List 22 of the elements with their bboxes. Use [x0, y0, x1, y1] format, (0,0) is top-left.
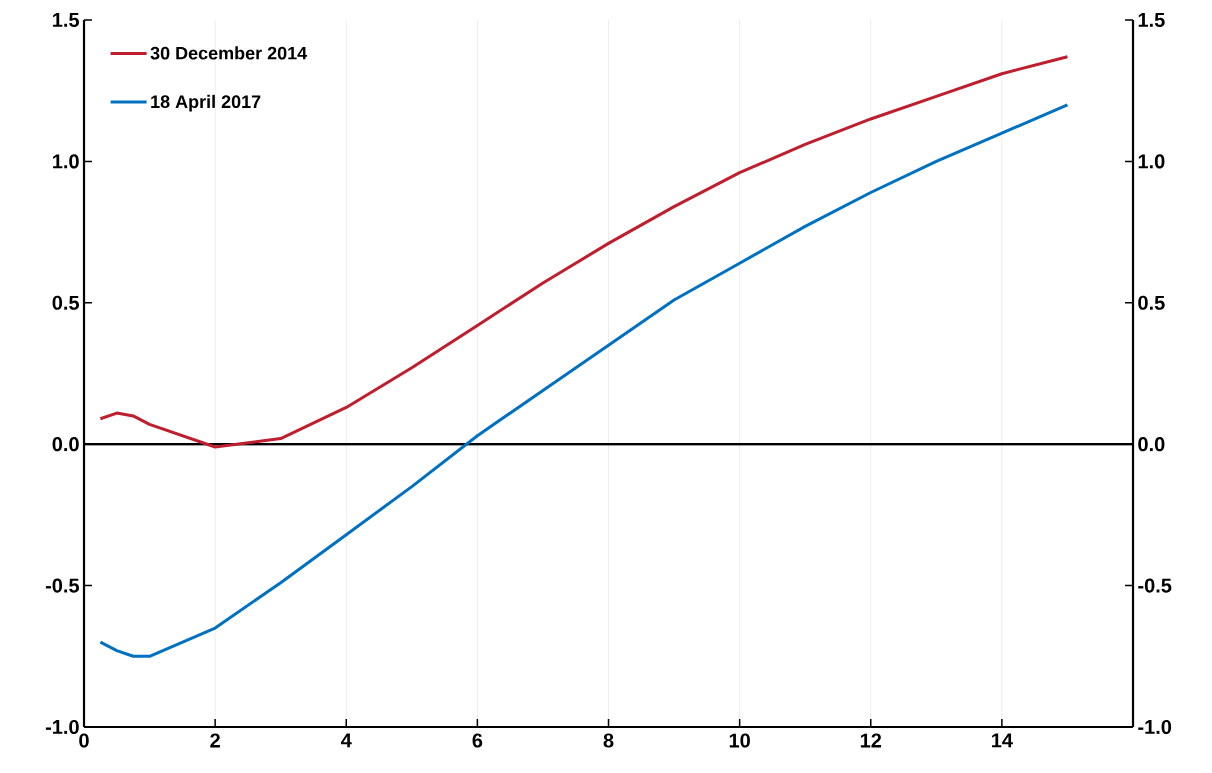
y-tick-label: 1.0 — [1138, 154, 1165, 169]
x-tick-label: 10 — [729, 733, 750, 748]
y-tick-label: 1.5 — [1138, 13, 1165, 27]
x-tick-label: 12 — [860, 733, 882, 748]
y-tick-label: -0.5 — [1138, 578, 1172, 593]
y2-tick-label: -1.0 — [45, 719, 79, 735]
y2-tick-label: -0.5 — [45, 578, 80, 593]
x-tick-label: 2 — [210, 733, 220, 748]
y2-tick-label: 0.0 — [52, 437, 79, 452]
x-tick-label: 4 — [341, 733, 352, 748]
x-tick-label: 14 — [992, 733, 1013, 748]
y2-tick-label: 0.5 — [52, 295, 80, 310]
y-tick-label: 0.0 — [1138, 437, 1165, 452]
y2-tick-label: 1.0 — [53, 154, 79, 169]
y-tick-label: 0.5 — [1138, 295, 1165, 310]
legend-label: 18 April 2017 — [151, 94, 261, 112]
legend-label: 30 December 2014 — [150, 46, 308, 60]
x-tick-label: 8 — [603, 733, 614, 748]
x-tick-label: 0 — [79, 733, 89, 748]
y2-tick-label: 1.5 — [53, 13, 80, 27]
x-tick-label: 6 — [472, 733, 483, 748]
y-tick-label: -1.0 — [1138, 719, 1172, 735]
